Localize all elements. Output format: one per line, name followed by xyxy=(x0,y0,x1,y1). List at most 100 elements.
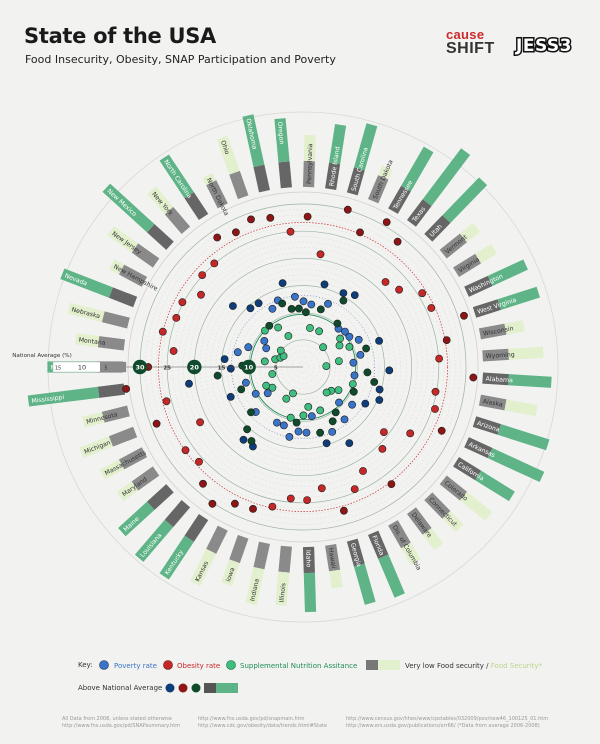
obesity-point xyxy=(387,480,396,488)
state-bar-group: Georgia xyxy=(346,538,376,605)
state-bar-group: Hawaii xyxy=(325,544,343,589)
obesity-point xyxy=(393,237,402,246)
snap-point xyxy=(282,394,291,403)
snap-point xyxy=(316,406,325,415)
obesity-point xyxy=(208,499,217,508)
state-bar-fill xyxy=(118,501,155,537)
obesity-point xyxy=(418,289,427,298)
state-bar-group: Idaho xyxy=(302,546,317,613)
snap-point xyxy=(301,308,310,317)
state-bar-base xyxy=(453,456,482,481)
state-bar-fill xyxy=(504,399,538,417)
poverty-point xyxy=(262,344,271,353)
state-label: Alabama xyxy=(485,376,513,385)
state-bar-fill xyxy=(497,424,550,451)
poverty-point xyxy=(322,439,331,448)
axis-tick-marker xyxy=(241,359,256,375)
poverty-average-ring xyxy=(231,295,375,439)
state-bar-fill xyxy=(303,134,316,162)
state-bar-base xyxy=(146,484,174,510)
state-bar-base xyxy=(325,544,341,572)
obesity-point xyxy=(427,304,436,312)
state-label: North Carolina xyxy=(162,159,193,200)
axis-tick-label: 30 xyxy=(135,363,145,371)
poverty-point xyxy=(349,358,358,367)
state-label: Montana xyxy=(78,337,106,347)
state-bar-group: Wyoming xyxy=(482,346,544,362)
state-bar-base xyxy=(229,534,249,564)
snap-point xyxy=(247,437,256,445)
state-bar-base xyxy=(164,500,191,528)
poverty-point xyxy=(324,299,332,308)
state-label: Mississippi xyxy=(31,394,65,405)
obesity-point xyxy=(158,327,167,336)
snap-point xyxy=(316,428,324,437)
source-3a[interactable]: http://www.census.gov/hhes/www/cpstables… xyxy=(346,716,549,722)
grid-ring-minor xyxy=(199,263,407,471)
grid-ring-minor xyxy=(243,307,363,427)
poverty-point xyxy=(339,289,348,297)
chart-axis: National Average (%) 30 25 20 15 10 5 15 10 5 xyxy=(12,353,303,375)
poverty-point xyxy=(341,327,349,336)
page-subtitle: Food Insecurity, Obesity, SNAP Participa… xyxy=(25,53,336,66)
obesity-point xyxy=(152,419,161,428)
poverty-point xyxy=(385,366,394,375)
legend-above-poverty xyxy=(165,683,175,693)
legend-obesity-label: Obesity rate xyxy=(177,662,220,670)
state-bar-group: Mississippi xyxy=(27,383,126,407)
obesity-point xyxy=(213,233,222,242)
legend-food-label-a: Very low Food security / xyxy=(405,662,489,670)
snap-point xyxy=(260,326,269,335)
state-bar-fill xyxy=(274,118,290,163)
state-bar-group: Michigan xyxy=(79,426,138,459)
axis-outer-label: 10 xyxy=(78,363,86,371)
legend-food-label-b: Food Security* xyxy=(491,662,543,670)
poverty-point xyxy=(307,300,316,309)
state-bar-fill xyxy=(353,123,378,171)
state-bar-base xyxy=(97,383,126,398)
state-bar-fill xyxy=(329,569,343,589)
source-3b[interactable]: http://www.ers.usda.gov/publications/err… xyxy=(346,723,540,729)
state-bar-group: Ohio xyxy=(216,135,249,200)
snap-point xyxy=(370,378,379,386)
snap-point xyxy=(334,357,343,365)
obesity-point xyxy=(460,311,468,320)
legend-poverty-swatch xyxy=(99,660,109,670)
state-bar-base xyxy=(302,160,315,188)
state-bar-base xyxy=(478,323,507,340)
snap-point xyxy=(287,304,296,313)
axis-tick-marker xyxy=(187,359,202,375)
obesity-point xyxy=(230,499,239,508)
poverty-point xyxy=(239,435,248,444)
state-bar-base xyxy=(164,206,191,234)
state-bar-fill xyxy=(67,302,105,323)
state-bar-fill xyxy=(475,244,497,264)
state-bar-group: Oklahoma xyxy=(242,114,270,193)
jess3-logo[interactable]: JESS3 xyxy=(515,35,574,58)
page-title: State of the USA xyxy=(24,24,216,48)
state-bar-base xyxy=(472,416,502,435)
obesity-point xyxy=(435,354,443,363)
state-bar-base xyxy=(206,180,228,209)
poverty-point xyxy=(345,439,354,447)
state-bar-fill xyxy=(508,374,552,388)
axis-tick-marker xyxy=(132,359,148,375)
state-bar-fill xyxy=(459,222,481,243)
grid-ring-minor xyxy=(145,209,461,525)
state-bar-fill xyxy=(459,491,493,521)
state-bar-fill xyxy=(109,259,125,275)
snap-point xyxy=(274,323,282,332)
obesity-point xyxy=(268,502,277,511)
source-2b[interactable]: http://www.cdc.gov/obesity/data/trends.h… xyxy=(198,723,328,729)
state-label: Indiana xyxy=(249,578,261,602)
source-2a[interactable]: http://www.fns.usda.gov/pd/snapmain.htm xyxy=(198,716,305,722)
poverty-point xyxy=(246,304,255,313)
causeshift-logo[interactable]: cause SHIFT xyxy=(446,28,496,57)
source-1b[interactable]: http://www.fns.usda.gov/pd/SNAPsummary.h… xyxy=(62,723,181,729)
state-bar-group: South Dakota xyxy=(368,159,395,204)
state-bar-base xyxy=(478,394,507,411)
axis-outer-label: 5 xyxy=(104,365,107,371)
state-bar-fill xyxy=(99,459,125,480)
obesity-point xyxy=(382,218,391,226)
snap-point xyxy=(243,425,251,434)
